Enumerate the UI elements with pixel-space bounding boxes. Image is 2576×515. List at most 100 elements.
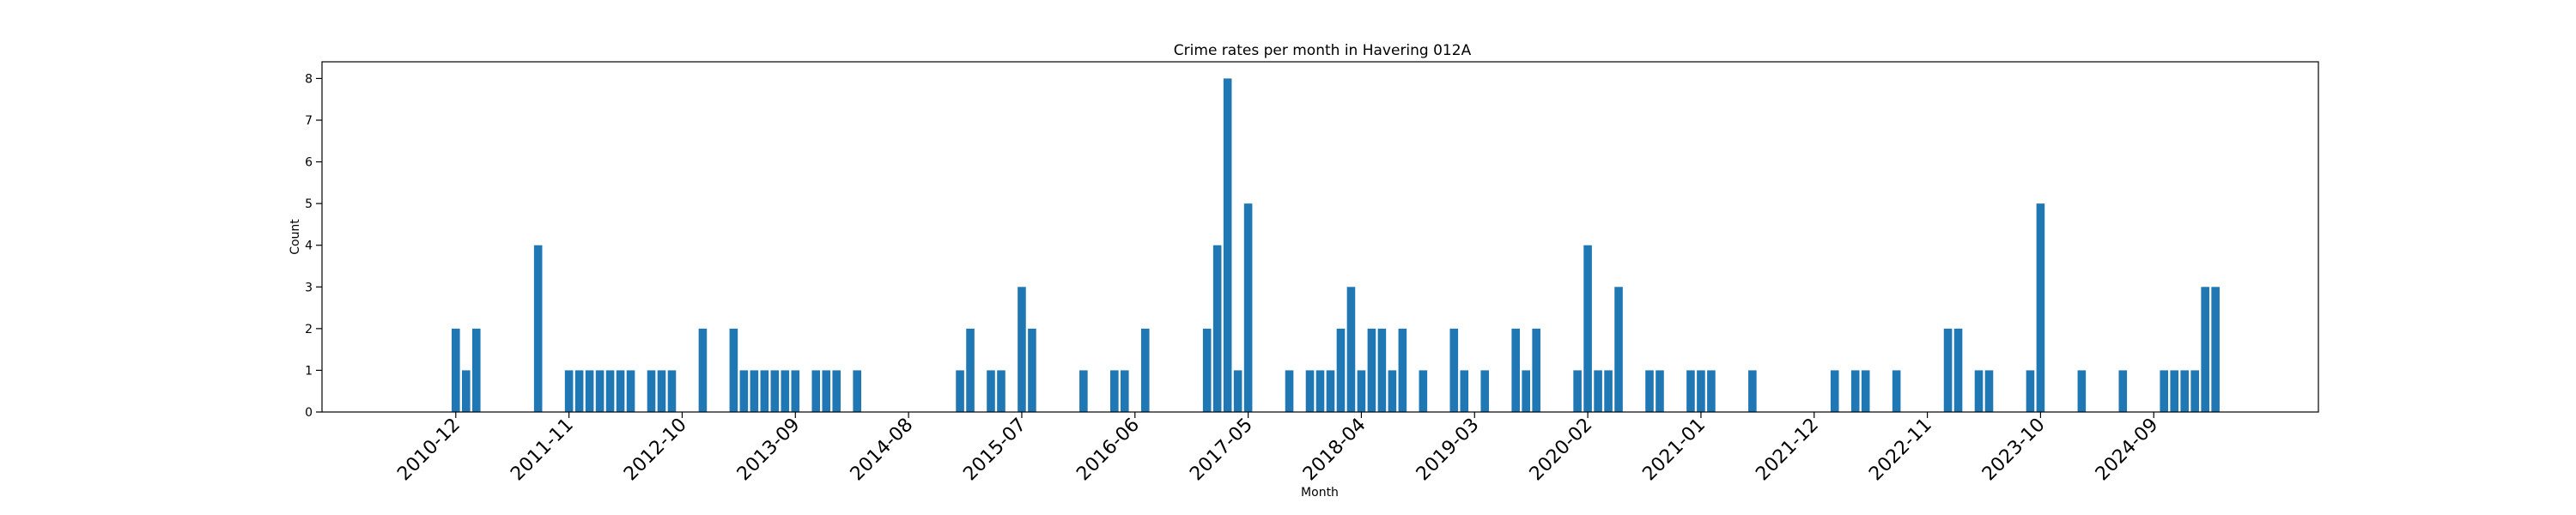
bar xyxy=(1748,370,1757,412)
bar xyxy=(1202,328,1212,412)
y-axis-label: Count xyxy=(289,219,302,255)
bar xyxy=(1449,328,1459,412)
bar xyxy=(1511,328,1520,412)
bar xyxy=(1573,370,1582,412)
bar xyxy=(1850,370,1860,412)
bar xyxy=(822,370,831,412)
bar xyxy=(585,370,594,412)
bar xyxy=(1326,370,1335,412)
bar xyxy=(1707,370,1716,412)
bar xyxy=(1367,328,1376,412)
chart-title: Crime rates per month in Havering 012A xyxy=(1174,42,1472,59)
bar xyxy=(1315,370,1325,412)
bar xyxy=(1018,287,1026,412)
bar xyxy=(1861,370,1870,412)
bar xyxy=(997,370,1005,412)
bar xyxy=(956,370,964,412)
bar xyxy=(1656,370,1664,412)
bar xyxy=(2211,287,2220,412)
bar xyxy=(1336,328,1346,412)
bar xyxy=(1121,370,1129,412)
bar xyxy=(966,328,975,412)
bar xyxy=(667,370,677,412)
bar xyxy=(1346,287,1356,412)
y-tick-label: 3 xyxy=(305,281,313,294)
bar xyxy=(574,370,584,412)
bar xyxy=(2036,203,2045,412)
bar xyxy=(1614,287,1623,412)
bar xyxy=(616,370,625,412)
bar xyxy=(1686,370,1695,412)
bar xyxy=(1943,328,1953,412)
bar xyxy=(471,328,481,412)
bar xyxy=(605,370,615,412)
bars xyxy=(452,78,2220,413)
bar xyxy=(1388,370,1397,412)
bar xyxy=(595,370,605,412)
bar xyxy=(1532,328,1540,412)
bar xyxy=(1953,328,1963,412)
bar xyxy=(1140,328,1150,412)
bar xyxy=(647,370,656,412)
bar xyxy=(2180,370,2189,412)
bar xyxy=(2170,370,2179,412)
bar xyxy=(750,370,759,412)
bar xyxy=(1892,370,1901,412)
bar xyxy=(1285,370,1294,412)
bar xyxy=(987,370,995,412)
bar xyxy=(1398,328,1407,412)
bar xyxy=(2160,370,2169,412)
bar xyxy=(1223,78,1232,413)
bar xyxy=(1243,203,1253,412)
bar xyxy=(1480,370,1490,412)
bar xyxy=(1377,328,1387,412)
y-tick-label: 5 xyxy=(305,197,313,211)
bar xyxy=(657,370,666,412)
bar xyxy=(760,370,769,412)
bar xyxy=(811,370,821,412)
y-tick-label: 8 xyxy=(305,72,313,86)
bar xyxy=(2118,370,2128,412)
y-tick-label: 0 xyxy=(305,406,313,420)
bar xyxy=(770,370,780,412)
y-tick-label: 4 xyxy=(305,239,313,253)
bar xyxy=(2201,287,2209,412)
bar xyxy=(1028,328,1036,412)
bar xyxy=(533,245,543,412)
bar xyxy=(1357,370,1366,412)
bar xyxy=(1522,370,1530,412)
bar xyxy=(2077,370,2087,412)
bar xyxy=(626,370,635,412)
bar xyxy=(1212,245,1222,412)
bar xyxy=(1645,370,1654,412)
y-axis: 0 1 2 3 4 5 6 7 8 xyxy=(305,72,322,420)
bar xyxy=(1583,245,1592,412)
y-tick-label: 6 xyxy=(305,156,313,170)
bar xyxy=(853,370,861,412)
y-tick-label: 7 xyxy=(305,114,313,128)
bar xyxy=(1974,370,1984,412)
bar xyxy=(1079,370,1088,412)
bar xyxy=(1305,370,1315,412)
bar xyxy=(791,370,800,412)
bar xyxy=(1984,370,1994,412)
bar xyxy=(1110,370,1119,412)
bar xyxy=(1419,370,1428,412)
bar xyxy=(1604,370,1613,412)
bar xyxy=(452,328,460,412)
bar xyxy=(1697,370,1705,412)
bar xyxy=(2190,370,2199,412)
bar xyxy=(1460,370,1469,412)
bar xyxy=(461,370,471,412)
bar xyxy=(781,370,790,412)
bar xyxy=(729,328,738,412)
bar xyxy=(564,370,574,412)
bar xyxy=(2026,370,2035,412)
x-axis-label: Month xyxy=(1301,486,1339,500)
bar xyxy=(698,328,708,412)
bar xyxy=(1594,370,1602,412)
bar xyxy=(739,370,749,412)
bar xyxy=(1830,370,1839,412)
